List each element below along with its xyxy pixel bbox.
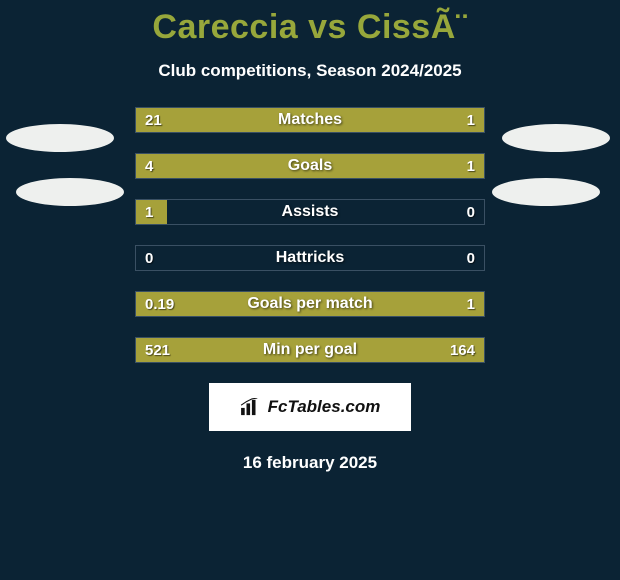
stat-row: 00Hattricks xyxy=(67,245,553,271)
page-subtitle: Club competitions, Season 2024/2025 xyxy=(0,61,620,81)
stat-value-right: 0 xyxy=(467,245,475,271)
fctables-logo: FcTables.com xyxy=(209,383,411,431)
stat-fill-left xyxy=(136,154,265,178)
stat-value-left: 4 xyxy=(145,153,153,179)
stat-track xyxy=(135,153,485,179)
stat-row: 521164Min per goal xyxy=(67,337,553,363)
stat-row: 41Goals xyxy=(67,153,553,179)
stat-track xyxy=(135,245,485,271)
stat-track xyxy=(135,107,485,133)
stat-row: 10Assists xyxy=(67,199,553,225)
stat-row: 211Matches xyxy=(67,107,553,133)
comparison-infographic: Careccia vs CissÃ¨ Club competitions, Se… xyxy=(0,0,620,580)
infographic-date: 16 february 2025 xyxy=(0,453,620,473)
stat-track xyxy=(135,337,485,363)
stat-value-right: 1 xyxy=(467,107,475,133)
stat-value-right: 0 xyxy=(467,199,475,225)
stat-value-right: 164 xyxy=(450,337,475,363)
stat-value-left: 0.19 xyxy=(145,291,174,317)
stat-value-left: 521 xyxy=(145,337,170,363)
stat-value-right: 1 xyxy=(467,153,475,179)
stat-value-left: 0 xyxy=(145,245,153,271)
stat-row: 0.191Goals per match xyxy=(67,291,553,317)
stat-track xyxy=(135,199,485,225)
stat-value-left: 1 xyxy=(145,199,153,225)
page-title: Careccia vs CissÃ¨ xyxy=(0,8,620,47)
stat-value-right: 1 xyxy=(467,291,475,317)
stat-fill-right xyxy=(265,154,484,178)
fctables-text: FcTables.com xyxy=(268,397,381,417)
stat-fill-left xyxy=(136,108,421,132)
stat-value-left: 21 xyxy=(145,107,162,133)
stat-fill-left xyxy=(136,338,400,362)
bar-chart-icon xyxy=(240,398,262,416)
stat-track xyxy=(135,291,485,317)
stat-fill-right xyxy=(206,292,484,316)
stat-rows: 211Matches41Goals10Assists00Hattricks0.1… xyxy=(67,107,553,363)
